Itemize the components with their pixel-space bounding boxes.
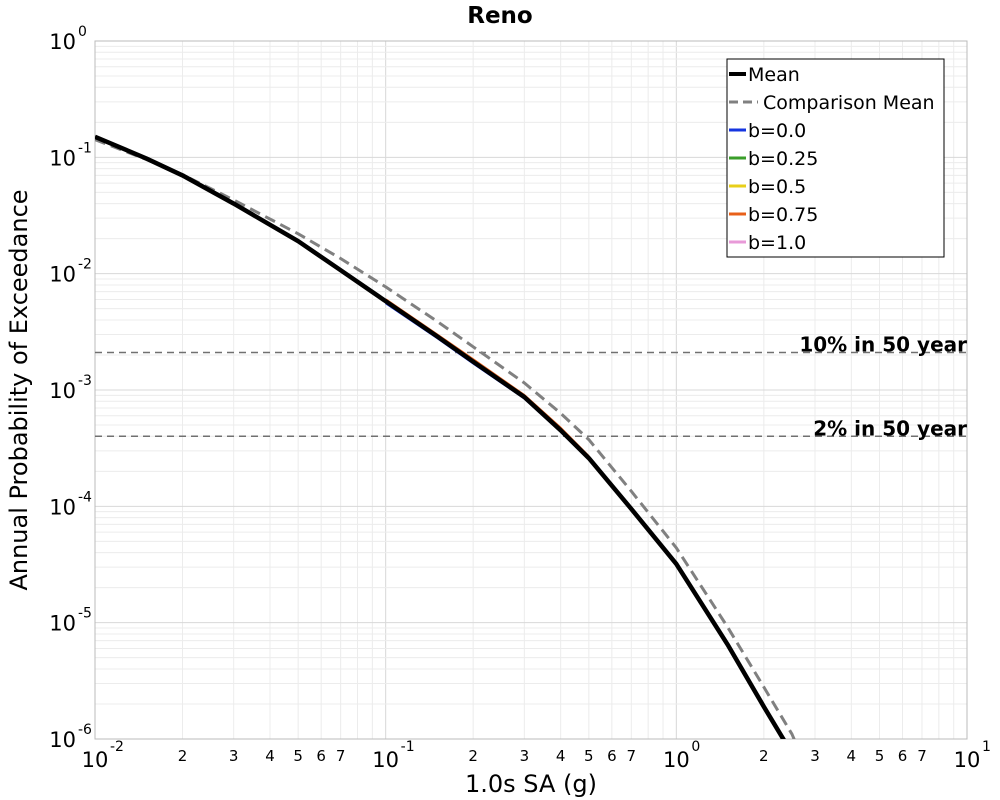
- plot-area-frame: [94, 40, 968, 740]
- x-major-tick-label: 10: [663, 748, 690, 772]
- y-major-tick-exponent: -3: [78, 373, 92, 389]
- reference-lines: 10% in 50 year 2% in 50 year: [95, 333, 967, 440]
- x-major-tick-exponent: -1: [401, 739, 415, 755]
- x-major-tick-exponent: 0: [691, 739, 700, 755]
- y-major-tick-label: 10: [49, 263, 76, 287]
- x-minor-tick-label: 2: [759, 747, 769, 765]
- x-minor-tick-label: 6: [607, 747, 617, 765]
- y-major-tick-label: 10: [49, 146, 76, 170]
- legend-label: Comparison Mean: [763, 92, 935, 114]
- chart-title: Reno: [467, 3, 533, 29]
- x-major-tick-label: 10: [954, 748, 981, 772]
- y-major-tick-label: 10: [49, 379, 76, 403]
- legend-label: b=0.5: [748, 176, 806, 198]
- y-major-tick-exponent: -1: [78, 140, 92, 156]
- y-major-tick-label: 10: [49, 612, 76, 636]
- x-minor-tick-label: 5: [875, 747, 885, 765]
- reference-line-label: 10% in 50 year: [799, 333, 967, 357]
- x-minor-tick-label: 7: [627, 747, 637, 765]
- y-axis-label: Annual Probability of Exceedance: [5, 189, 33, 590]
- x-minor-tick-label: 5: [584, 747, 594, 765]
- legend-label: b=1.0: [748, 232, 806, 254]
- x-minor-tick-label: 4: [265, 747, 275, 765]
- x-minor-tick-label: 5: [293, 747, 303, 765]
- legend-box: [726, 58, 945, 258]
- x-major-tick-label: 10: [82, 748, 109, 772]
- legend-label: b=0.25: [748, 148, 818, 170]
- x-major-tick-exponent: 1: [982, 739, 991, 755]
- x-minor-tick-label: 4: [556, 747, 566, 765]
- series-line: [95, 138, 796, 739]
- x-minor-tick-label: 4: [847, 747, 857, 765]
- x-minor-tick-label: 6: [898, 747, 908, 765]
- legend-label: b=0.75: [748, 204, 818, 226]
- y-major-tick-label: 10: [49, 30, 76, 54]
- legend-label: Mean: [748, 64, 800, 86]
- x-minor-tick-label: 6: [316, 747, 326, 765]
- y-major-tick-exponent: -5: [78, 606, 92, 622]
- legend: Mean Comparison Mean b=0.0 b=0.25 b=0.5 b=0.7…: [726, 58, 945, 258]
- y-major-tick-label: 10: [49, 495, 76, 519]
- series-lines: [95, 134, 796, 739]
- x-minor-tick-label: 7: [336, 747, 346, 765]
- grid: [94, 41, 967, 740]
- x-minor-tick-label: 7: [917, 747, 927, 765]
- legend-label: b=0.0: [748, 120, 806, 142]
- x-axis-label: 1.0s SA (g): [465, 770, 597, 798]
- y-major-tick-exponent: 0: [78, 24, 87, 40]
- series-line: [385, 301, 590, 460]
- y-major-tick-exponent: -4: [78, 489, 92, 505]
- reference-line-label: 2% in 50 year: [813, 416, 967, 440]
- x-minor-tick-label: 3: [810, 747, 820, 765]
- x-minor-tick-label: 3: [520, 747, 530, 765]
- series-line: [95, 134, 786, 739]
- y-major-tick-exponent: -2: [78, 257, 92, 273]
- x-major-tick-exponent: -2: [110, 739, 124, 755]
- x-major-tick-label: 10: [372, 748, 399, 772]
- x-minor-tick-label: 3: [229, 747, 239, 765]
- y-major-tick-exponent: -6: [78, 722, 92, 738]
- x-minor-tick-label: 2: [178, 747, 188, 765]
- x-minor-tick-label: 2: [468, 747, 478, 765]
- y-major-tick-label: 10: [49, 728, 76, 752]
